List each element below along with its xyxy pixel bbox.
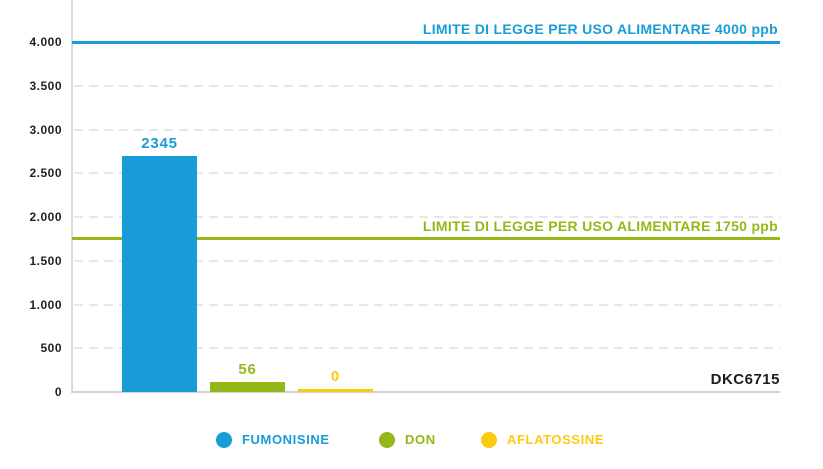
y-tick-label: 1.000 [29,297,62,312]
bar-don [210,382,285,392]
y-tick-label: 0 [54,385,62,399]
limit-line-label: LIMITE DI LEGGE PER USO ALIMENTARE 1750 … [422,217,778,234]
gridline-2500 [74,172,780,175]
legend-item-don: DON [379,431,436,448]
legend-item-label: AFLATOSSINE [507,432,605,447]
gridline-2000 [74,216,780,218]
limit-line-4000 [72,40,780,44]
bar-value-label: 2345 [141,134,178,152]
gridline-1500 [74,259,780,262]
bar-aflatossine [298,388,373,392]
bar-fumonisine [122,155,197,392]
y-tick-label: 3.500 [29,78,62,93]
bar-value-label: 0 [330,367,341,385]
y-tick-label: 3.000 [29,122,62,137]
gridline-500 [74,347,780,350]
y-axis-line [71,0,73,392]
x-axis-line [71,391,780,393]
legend-item-label: DON [405,432,436,447]
legend-item-label: FUMONISINE [242,432,330,447]
y-tick-label: 4.000 [29,35,62,49]
legend: FUMONISINE DON AFLATOSSINE [0,431,823,448]
x-category-label: DKC6715 [710,371,780,388]
gridline-3500 [74,84,780,87]
gridline-1000 [74,303,780,306]
legend-item-aflatossine: AFLATOSSINE [481,431,604,448]
bar-value-label: 56 [238,361,257,379]
y-tick-label: 2.500 [29,166,62,181]
gridline-3000 [74,128,780,131]
y-tick-label: 2.000 [29,210,62,224]
legend-swatch-icon [481,431,497,448]
legend-swatch-icon [216,431,232,448]
legend-swatch-icon [379,431,395,448]
limit-line-1750 [72,237,780,241]
y-tick-label: 1.500 [29,253,62,268]
limit-line-label: LIMITE DI LEGGE PER USO ALIMENTARE 4000 … [422,21,778,37]
y-tick-label: 500 [40,341,62,356]
legend-item-fumonisine: FUMONISINE [216,431,330,448]
